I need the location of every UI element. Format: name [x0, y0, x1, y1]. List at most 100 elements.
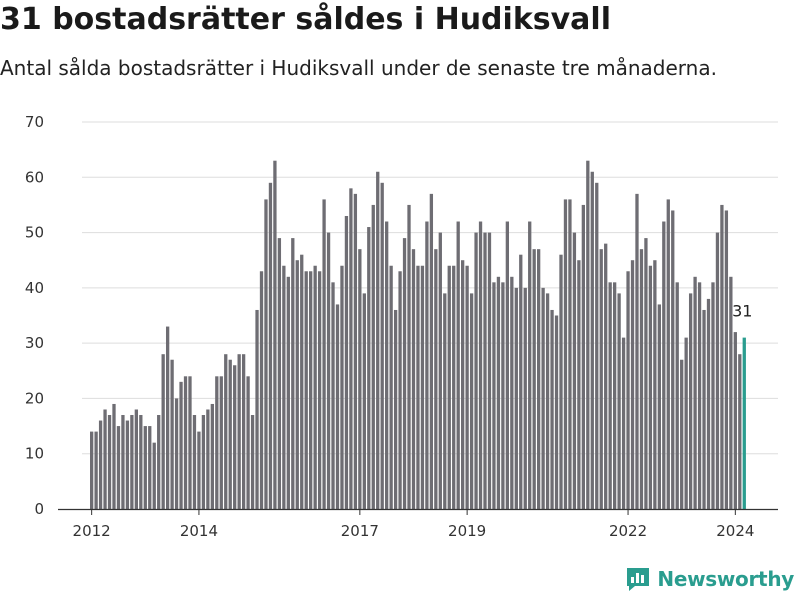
bar	[532, 249, 536, 509]
bar	[376, 171, 380, 509]
bar	[702, 309, 706, 509]
bar	[514, 287, 518, 509]
bar	[666, 199, 670, 509]
bar	[559, 254, 563, 509]
bar	[161, 354, 165, 509]
bar	[443, 293, 447, 509]
bar	[550, 309, 554, 509]
bar	[237, 354, 241, 509]
bar	[197, 431, 201, 509]
bar	[398, 271, 402, 509]
bar	[183, 376, 188, 509]
bar	[461, 260, 465, 509]
bar	[671, 210, 675, 509]
bar	[630, 260, 635, 509]
x-tick-label: 2012	[73, 522, 111, 540]
bar	[465, 265, 469, 509]
bar	[228, 359, 232, 509]
bar	[496, 276, 501, 509]
bar	[711, 282, 715, 509]
bar	[219, 376, 223, 509]
bar	[706, 298, 711, 509]
bar	[519, 254, 523, 509]
bar	[112, 403, 116, 509]
bar	[170, 359, 174, 509]
bar	[157, 415, 161, 509]
bar	[487, 232, 492, 509]
bar	[653, 260, 657, 509]
bar	[604, 243, 608, 509]
bar	[644, 238, 648, 509]
bar	[545, 293, 550, 509]
bar	[715, 232, 720, 509]
bar	[612, 282, 617, 509]
bar	[380, 182, 384, 509]
bar	[447, 265, 451, 509]
bar	[206, 409, 210, 509]
bar	[246, 376, 250, 509]
bar	[389, 265, 393, 509]
bar	[572, 232, 577, 509]
bar	[233, 365, 237, 509]
y-tick-label: 30	[25, 334, 44, 352]
bar	[291, 238, 295, 509]
bar	[143, 426, 147, 509]
bar	[277, 238, 282, 509]
bar	[322, 199, 326, 509]
bar	[393, 309, 398, 509]
bar	[456, 221, 460, 509]
bar	[581, 204, 585, 509]
bar	[255, 309, 259, 509]
bar	[469, 293, 474, 509]
bar	[724, 210, 729, 509]
bar	[505, 221, 510, 509]
bar	[340, 265, 344, 509]
bar	[429, 193, 434, 509]
bar	[639, 249, 644, 509]
bar	[241, 354, 246, 509]
chart-title: 31 bostadsrätter såldes i Hudiksvall	[0, 2, 611, 37]
bar	[326, 232, 331, 509]
bar	[434, 249, 438, 509]
bar	[528, 221, 532, 509]
bar	[121, 415, 125, 509]
bar	[148, 426, 152, 509]
x-tick-label: 2019	[448, 522, 486, 540]
bar	[697, 282, 702, 509]
bar	[648, 265, 653, 509]
bar	[599, 249, 603, 509]
bar	[353, 193, 358, 509]
x-axis: 2012 2014 2017 2019 2022 2024	[73, 509, 754, 540]
bar	[344, 215, 349, 510]
bar	[729, 276, 733, 509]
bar	[662, 221, 666, 509]
bar	[174, 398, 179, 509]
bar	[90, 431, 94, 509]
bar	[720, 204, 724, 509]
bar	[116, 426, 121, 509]
bar	[425, 221, 429, 509]
bar	[317, 271, 322, 509]
bar	[684, 337, 688, 509]
bar	[94, 431, 98, 509]
bar	[349, 188, 353, 509]
x-tick-label: 2024	[716, 522, 754, 540]
bar	[617, 293, 621, 509]
bar	[492, 282, 496, 509]
x-tick-label: 2017	[341, 522, 379, 540]
bar	[358, 249, 362, 509]
bar	[402, 238, 407, 509]
bar	[103, 409, 107, 509]
bar	[483, 232, 487, 509]
bar	[733, 332, 737, 509]
bar	[411, 249, 416, 509]
bar	[134, 409, 138, 509]
bar	[595, 182, 599, 509]
newsworthy-logo-text: Newsworthy	[657, 567, 794, 591]
chart-subtitle: Antal sålda bostadsrätter i Hudiksvall u…	[0, 56, 717, 80]
last-value-label: 31	[732, 302, 752, 321]
bar	[282, 265, 286, 509]
bar	[309, 271, 313, 509]
bar	[259, 271, 264, 509]
